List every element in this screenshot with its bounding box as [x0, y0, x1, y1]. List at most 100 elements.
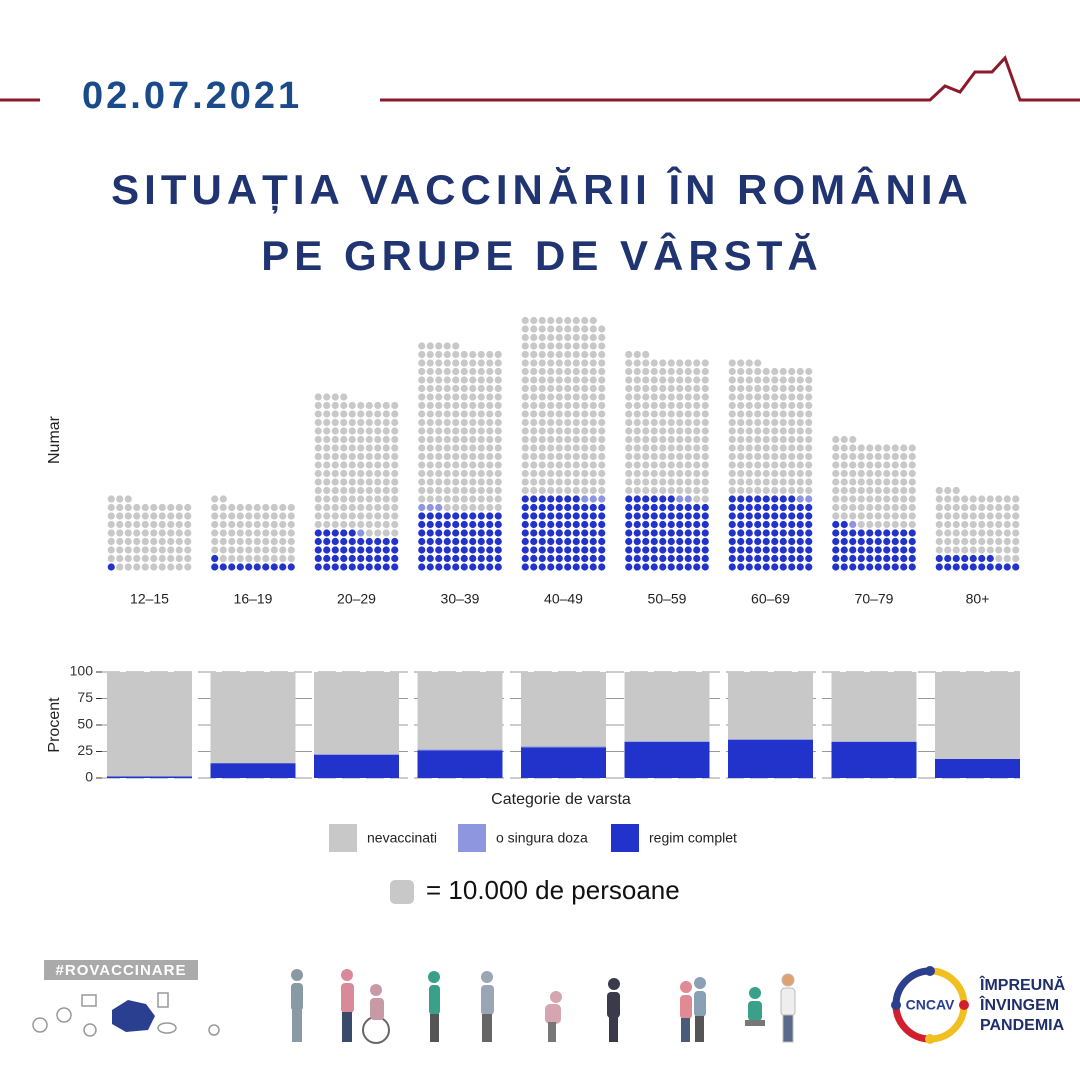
waffle-dot [788, 537, 796, 546]
waffle-dot [530, 393, 538, 401]
waffle-dot [581, 342, 589, 350]
waffle-dot [555, 410, 563, 418]
waffle-dot [1003, 503, 1011, 512]
waffle-dot [365, 410, 373, 418]
waffle-dot [555, 359, 563, 367]
waffle-dot [555, 529, 563, 537]
waffle-dot [684, 469, 692, 478]
waffle [107, 316, 1020, 571]
waffle-dot [426, 512, 434, 520]
waffle-dot [762, 503, 770, 512]
waffle-dot [279, 554, 287, 563]
waffle-dot [1003, 529, 1011, 537]
waffle-dot [418, 512, 426, 520]
y-axis-label: Numar [46, 415, 63, 464]
waffle-dot [857, 461, 865, 469]
waffle-dot [340, 554, 348, 563]
waffle-dot [805, 384, 813, 393]
waffle-dot [175, 520, 183, 529]
waffle-dot [857, 563, 865, 571]
waffle-dot [530, 410, 538, 418]
waffle-dot [314, 520, 322, 529]
waffle-dot [589, 461, 597, 469]
waffle-dot [443, 444, 451, 452]
waffle-dot [270, 512, 278, 520]
waffle-dot [650, 410, 658, 418]
waffle-dot [1003, 563, 1011, 571]
waffle-dot [754, 401, 762, 410]
waffle-dot [676, 546, 684, 554]
waffle-dot [443, 529, 451, 537]
waffle-dot [530, 537, 538, 546]
waffle-dot [348, 495, 356, 503]
waffle-dot [805, 444, 813, 452]
waffle-dot [365, 563, 373, 571]
waffle-dot [779, 478, 787, 486]
waffle-dot [418, 537, 426, 546]
waffle-dot [952, 520, 960, 529]
waffle-dot [323, 444, 331, 452]
waffle-dot [779, 384, 787, 393]
waffle-dot [426, 427, 434, 435]
hashtag: #ROVACCINARE [56, 962, 187, 979]
waffle-dot [642, 469, 650, 478]
bar-segment [314, 754, 399, 778]
waffle-dot [211, 512, 219, 520]
waffle-dot [236, 529, 244, 537]
waffle-dot [460, 461, 468, 469]
waffle-dot [832, 554, 840, 563]
waffle-dot [418, 401, 426, 410]
waffle-dot [494, 461, 502, 469]
waffle-dot [754, 512, 762, 520]
waffle-dot [357, 435, 365, 444]
waffle-dot [737, 359, 745, 367]
waffle-dot [581, 350, 589, 359]
waffle-dot [659, 435, 667, 444]
waffle-dot [832, 529, 840, 537]
waffle-dot [564, 367, 572, 376]
waffle-dot [650, 563, 658, 571]
waffle-dot [745, 546, 753, 554]
waffle-dot [460, 359, 468, 367]
waffle-dot [141, 512, 149, 520]
waffle-dot [494, 410, 502, 418]
waffle-dot [521, 435, 529, 444]
waffle-dot [547, 529, 555, 537]
waffle-dot [796, 520, 804, 529]
waffle-dot [365, 529, 373, 537]
waffle-dot [331, 393, 339, 401]
waffle-dot [832, 444, 840, 452]
waffle-dot [849, 512, 857, 520]
waffle-dot [348, 520, 356, 529]
waffle-dot [314, 469, 322, 478]
waffle-dot [452, 486, 460, 495]
waffle-dot [443, 376, 451, 384]
waffle-dot [693, 529, 701, 537]
waffle-dot [279, 520, 287, 529]
waffle-dot [374, 529, 382, 537]
waffle-dot [986, 512, 994, 520]
waffle-dot [642, 495, 650, 503]
waffle-dot [796, 376, 804, 384]
x-tick-label: 70–79 [855, 591, 894, 607]
waffle-dot [598, 435, 606, 444]
waffle-dot [667, 393, 675, 401]
waffle-dot [331, 461, 339, 469]
waffle-dot [262, 546, 270, 554]
waffle-dot [167, 546, 175, 554]
waffle-dot [116, 554, 124, 563]
waffle-dot [469, 512, 477, 520]
waffle-dot [676, 520, 684, 529]
waffle-dot [530, 401, 538, 410]
waffle-dot [426, 342, 434, 350]
waffle-dot [589, 350, 597, 359]
waffle-dot [633, 435, 641, 444]
waffle-dot [486, 418, 494, 427]
waffle-dot [348, 546, 356, 554]
waffle-dot [547, 418, 555, 427]
waffle-dot [900, 537, 908, 546]
waffle-dot [581, 461, 589, 469]
waffle-dot [253, 529, 261, 537]
waffle-dot [494, 546, 502, 554]
waffle-dot [633, 512, 641, 520]
